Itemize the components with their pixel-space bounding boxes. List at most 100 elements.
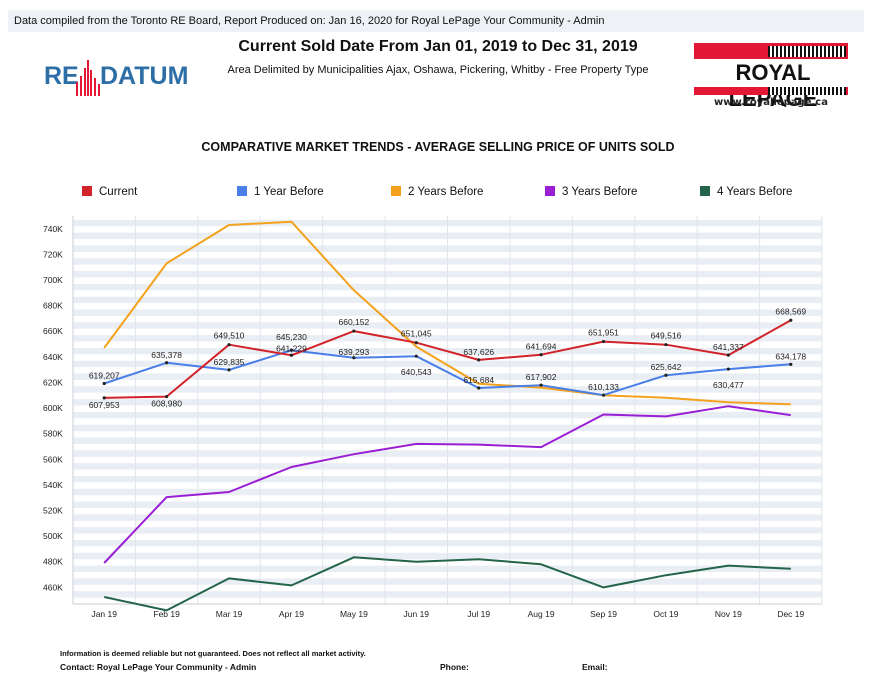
data-label: 649,516 xyxy=(651,331,682,341)
data-label: 625,642 xyxy=(651,362,682,372)
data-label: 634,178 xyxy=(775,351,806,361)
x-tick-label: Jul 19 xyxy=(467,609,490,619)
y-tick-label: 580K xyxy=(43,429,63,439)
y-tick-label: 640K xyxy=(43,352,63,362)
legend-item-4-years-before: 4 Years Before xyxy=(700,184,792,200)
legend-item-3-years-before: 3 Years Before xyxy=(545,184,637,200)
compiled-text: Data compiled from the Toronto RE Board,… xyxy=(14,15,605,27)
data-point xyxy=(601,393,606,397)
data-point xyxy=(165,394,169,399)
x-tick-label: Feb 19 xyxy=(153,609,180,619)
data-point xyxy=(664,343,668,347)
data-point xyxy=(352,356,356,360)
legend-swatch-2-years xyxy=(391,186,401,196)
report-title: Current Sold Date From Jan 01, 2019 to D… xyxy=(238,38,638,55)
phone-label: Phone: xyxy=(440,662,469,672)
y-tick-label: 520K xyxy=(43,506,63,516)
data-label: 619,207 xyxy=(89,370,120,380)
y-tick-label: 600K xyxy=(43,403,63,413)
data-point xyxy=(102,381,106,386)
data-point xyxy=(102,396,106,400)
x-tick-label: Sep 19 xyxy=(590,609,617,619)
data-label: 641,229 xyxy=(276,343,307,353)
data-label: 617,902 xyxy=(526,372,557,382)
data-label: 660,152 xyxy=(339,317,370,327)
data-label: 630,477 xyxy=(713,380,744,390)
data-point xyxy=(227,368,231,372)
x-tick-label: Nov 19 xyxy=(715,609,742,619)
data-label: 635,378 xyxy=(151,350,182,360)
y-tick-label: 680K xyxy=(43,301,63,311)
chart-legend: Current 1 Year Before 2 Years Before 3 Y… xyxy=(0,184,876,202)
series-line-current xyxy=(104,319,792,399)
data-point xyxy=(539,353,543,357)
contact-text: Contact: Royal LePage Your Community - A… xyxy=(60,662,257,672)
data-point xyxy=(414,354,418,358)
data-point xyxy=(539,383,543,387)
series-line-1-year-before xyxy=(103,349,791,397)
logo-re-text: RE xyxy=(44,62,79,90)
series-line-2-years-before xyxy=(103,220,791,406)
data-point xyxy=(601,339,606,344)
x-tick-label: Dec 19 xyxy=(777,609,804,619)
data-label: 651,951 xyxy=(588,328,619,338)
data-label: 607,953 xyxy=(89,400,120,410)
data-point xyxy=(726,353,730,357)
legend-item-2-years-before: 2 Years Before xyxy=(391,184,483,200)
y-tick-label: 560K xyxy=(43,454,63,464)
y-tick-label: 460K xyxy=(43,582,63,592)
legend-swatch-1-year xyxy=(237,186,247,196)
data-label: 639,293 xyxy=(339,347,370,357)
logo-stripes-bottom xyxy=(768,87,846,95)
logo-datum-text: DATUM xyxy=(100,62,189,90)
city-skyline-icon xyxy=(76,60,100,96)
legend-label-2-years: 2 Years Before xyxy=(408,186,484,198)
report-subtitle: Area Delimited by Municipalities Ajax, O… xyxy=(227,64,649,76)
y-tick-label: 740K xyxy=(43,224,63,234)
y-tick-label: 720K xyxy=(43,249,63,259)
data-point xyxy=(726,367,730,371)
data-point xyxy=(477,386,481,390)
data-point xyxy=(289,353,294,357)
y-tick-label: 500K xyxy=(43,531,63,541)
data-point xyxy=(227,343,231,347)
legend-item-current: Current xyxy=(82,184,137,200)
data-label: 668,569 xyxy=(775,306,806,316)
data-label: 645,230 xyxy=(276,332,307,342)
email-label: Email: xyxy=(582,662,608,672)
data-point xyxy=(477,358,481,362)
data-point xyxy=(789,362,793,366)
x-tick-label: May 19 xyxy=(340,609,368,619)
x-tick-label: Mar 19 xyxy=(216,609,243,619)
y-tick-label: 620K xyxy=(43,377,63,387)
legend-swatch-4-years xyxy=(700,186,710,196)
x-tick-label: Apr 19 xyxy=(279,609,304,619)
data-label: 651,045 xyxy=(401,329,432,339)
data-point xyxy=(664,373,668,377)
data-label: 637,626 xyxy=(463,347,494,357)
data-label: 615,684 xyxy=(463,375,494,385)
data-point xyxy=(414,341,418,345)
y-tick-label: 480K xyxy=(43,557,63,567)
data-point xyxy=(352,329,356,333)
data-label: 641,337 xyxy=(713,342,744,352)
data-point xyxy=(165,361,169,365)
data-label: 610,133 xyxy=(588,382,619,392)
legend-label-3-years: 3 Years Before xyxy=(562,186,638,198)
y-tick-label: 540K xyxy=(43,480,63,490)
legend-label-1-year: 1 Year Before xyxy=(254,186,324,198)
series-line-3-years-before xyxy=(103,405,791,564)
data-point xyxy=(789,318,793,322)
x-tick-label: Aug 19 xyxy=(528,609,555,619)
x-tick-label: Jan 19 xyxy=(91,609,117,619)
data-label: 641,694 xyxy=(526,342,557,352)
y-tick-label: 700K xyxy=(43,275,63,285)
logo-stripes-top xyxy=(768,46,846,57)
legend-item-1-year-before: 1 Year Before xyxy=(237,184,324,200)
legend-label-current: Current xyxy=(99,186,138,198)
legend-swatch-3-years xyxy=(545,186,555,196)
legend-swatch-current xyxy=(82,186,92,196)
data-point xyxy=(289,348,294,352)
redatum-logo: RE DATUM xyxy=(44,60,188,100)
